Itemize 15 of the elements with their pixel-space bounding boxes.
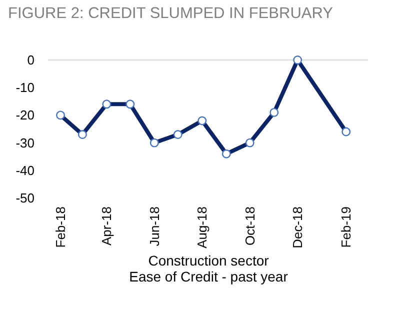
y-tick-label: -30 (16, 135, 34, 150)
x-tick-label: Dec-18 (290, 206, 306, 248)
y-tick-label: -40 (16, 162, 34, 178)
y-tick-label: 0 (27, 52, 34, 68)
x-tick-label: Jun-18 (146, 206, 162, 246)
x-tick-label: Feb-19 (338, 206, 354, 248)
y-tick-label: -10 (16, 80, 34, 96)
chart-title: FIGURE 2: CREDIT SLUMPED IN FEBRUARY (8, 5, 333, 22)
x-tick-label: Oct-18 (242, 206, 258, 246)
x-axis-title: Construction sector Ease of Credit - past year (129, 252, 288, 284)
x-tick-label: Aug-18 (194, 206, 210, 248)
y-tick-label: -50 (16, 190, 34, 206)
y-tick-label: -20 (16, 108, 34, 123)
x-tick-label: Feb-18 (53, 206, 68, 248)
x-tick-label: Apr-18 (99, 206, 114, 246)
